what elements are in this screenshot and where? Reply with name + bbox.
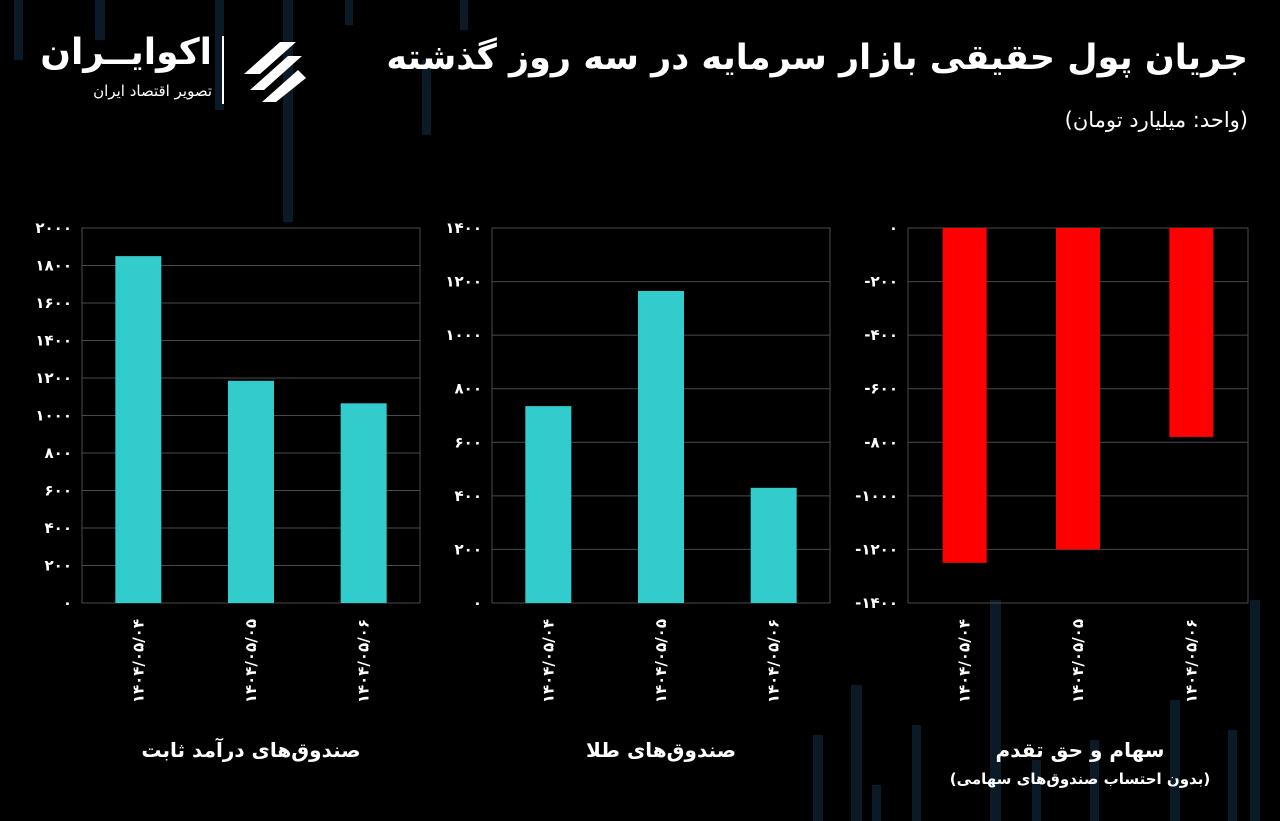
- x-tick-label: ۱۴۰۴/۰۵/۰۵: [242, 619, 260, 703]
- bg-bar: [813, 735, 823, 821]
- panel-label: صندوق‌های درآمد ثابت: [141, 737, 360, 762]
- bg-bar: [1250, 600, 1260, 821]
- panel-label: سهام و حق تقدم: [996, 738, 1165, 762]
- bar: [1056, 228, 1100, 550]
- logo-tagline: تصویر اقتصاد ایران: [93, 82, 212, 100]
- y-tick-label: ۲۰۰: [45, 557, 72, 575]
- logo-divider: [222, 36, 224, 104]
- x-tick-label: ۱۴۰۴/۰۵/۰۴: [129, 619, 147, 703]
- y-tick-label: ۱۴۰۰: [35, 332, 72, 350]
- bar: [942, 228, 987, 563]
- bg-bar: [872, 785, 881, 821]
- y-tick-label: ۲۰۰۰: [35, 219, 72, 237]
- page-title: جریان پول حقیقی بازار سرمایه در سه روز گ…: [386, 38, 1248, 78]
- y-tick-label: -۱۴۰۰: [855, 594, 898, 612]
- bar: [115, 256, 162, 603]
- bg-bar: [460, 0, 468, 30]
- bg-bar: [422, 60, 431, 135]
- y-tick-label: ۱۰۰۰: [445, 326, 482, 344]
- y-tick-label: -۶۰۰: [864, 380, 898, 398]
- y-tick-label: -۱۰۰۰: [855, 487, 898, 505]
- y-tick-label: ۱۸۰۰: [35, 257, 72, 275]
- y-tick-label: -۲۰۰: [864, 273, 898, 291]
- bg-bar: [215, 0, 224, 110]
- x-tick-label: ۱۴۰۴/۰۵/۰۵: [1069, 619, 1087, 703]
- bg-bar: [1090, 740, 1099, 821]
- y-tick-label: ۱۲۰۰: [445, 273, 482, 291]
- y-tick-label: ۰: [63, 594, 72, 612]
- y-tick-label: ۱۲۰۰: [35, 369, 72, 387]
- y-tick-label: ۴۰۰: [455, 487, 482, 505]
- y-tick-label: ۲۰۰: [455, 540, 482, 558]
- x-tick-label: ۱۴۰۴/۰۵/۰۴: [956, 619, 974, 703]
- page-subtitle: (واحد: میلیارد تومان): [1064, 108, 1248, 132]
- logo-mark-icon: [244, 42, 306, 102]
- bar: [228, 380, 274, 603]
- y-tick-label: ۱۴۰۰: [445, 219, 482, 237]
- x-tick-label: ۱۴۰۴/۰۵/۰۵: [652, 619, 670, 703]
- bg-bar: [14, 0, 23, 60]
- bar: [750, 487, 797, 603]
- y-tick-label: ۶۰۰: [455, 433, 482, 451]
- bg-bar: [345, 0, 353, 25]
- x-tick-label: ۱۴۰۴/۰۵/۰۴: [539, 619, 557, 703]
- y-tick-label: -۸۰۰: [864, 433, 898, 451]
- y-tick-label: ۶۰۰: [45, 482, 72, 500]
- bg-bar: [851, 685, 862, 821]
- bar: [638, 290, 684, 603]
- panel-note: (بدون احتساب صندوق‌های سهامی): [950, 770, 1210, 788]
- y-tick-label: -۴۰۰: [864, 326, 898, 344]
- x-tick-label: ۱۴۰۴/۰۵/۰۶: [1182, 619, 1200, 703]
- x-tick-label: ۱۴۰۴/۰۵/۰۶: [355, 619, 373, 703]
- y-tick-label: ۸۰۰: [45, 444, 72, 462]
- bg-bar: [990, 600, 1001, 821]
- bg-bar: [1170, 700, 1180, 821]
- y-tick-label: ۸۰۰: [455, 380, 482, 398]
- bg-bar: [912, 725, 921, 821]
- y-tick-label: ۰: [473, 594, 482, 612]
- bg-bar: [95, 0, 105, 40]
- y-tick-label: ۴۰۰: [45, 519, 72, 537]
- panel-label: صندوق‌های طلا: [586, 738, 736, 762]
- logo-name: اکوایــران: [40, 32, 212, 73]
- y-tick-label: ۱۰۰۰: [35, 407, 72, 425]
- x-tick-label: ۱۴۰۴/۰۵/۰۶: [765, 619, 783, 703]
- ecoiran-logo: اکوایــران تصویر اقتصاد ایران: [40, 30, 320, 110]
- bg-bar: [283, 0, 293, 222]
- y-tick-label: ۱۶۰۰: [35, 294, 72, 312]
- bg-bar: [1032, 760, 1041, 821]
- bar: [340, 403, 387, 603]
- bg-bar: [1228, 730, 1237, 821]
- y-tick-label: -۱۲۰۰: [855, 540, 898, 558]
- y-tick-label: ۰: [889, 219, 898, 237]
- bar: [1169, 228, 1214, 437]
- bar: [525, 406, 572, 603]
